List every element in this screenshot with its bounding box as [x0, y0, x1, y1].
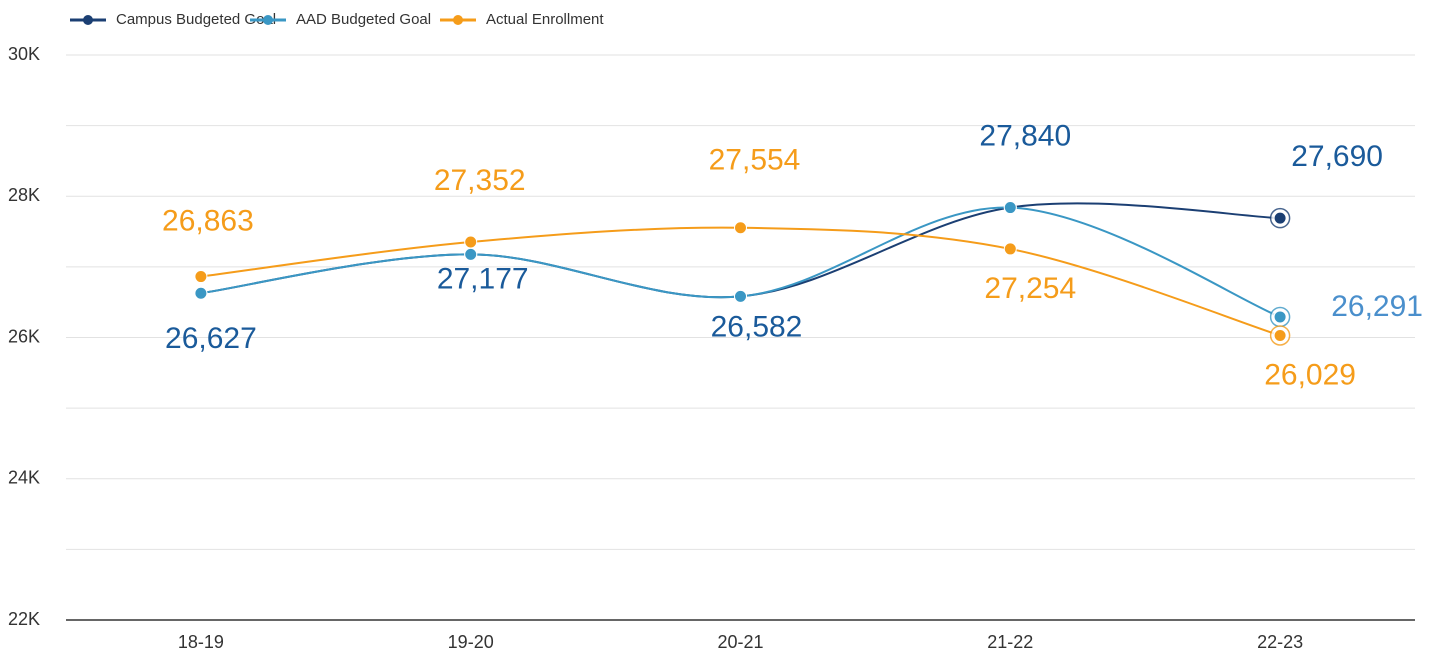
data-label: 26,582 — [711, 310, 803, 343]
data-label: 27,840 — [979, 119, 1071, 152]
data-point — [734, 221, 747, 235]
data-point — [1273, 310, 1287, 324]
data-label: 27,352 — [434, 164, 526, 197]
x-tick-label: 21-22 — [987, 632, 1033, 652]
legend-label: AAD Budgeted Goal — [296, 11, 431, 28]
data-point — [734, 289, 747, 303]
legend-label: Campus Budgeted Goal — [116, 11, 276, 28]
y-tick-label: 22K — [8, 609, 40, 629]
legend-label: Actual Enrollment — [486, 11, 604, 28]
data-label: 26,863 — [162, 204, 254, 237]
data-point — [1003, 201, 1017, 215]
data-point — [1273, 211, 1287, 225]
y-tick-label: 28K — [8, 185, 40, 205]
data-point — [464, 235, 478, 249]
data-label: 27,254 — [984, 272, 1076, 305]
y-tick-label: 26K — [8, 326, 40, 346]
data-label: 26,627 — [165, 322, 257, 355]
data-point — [1003, 242, 1017, 256]
series-line — [200, 202, 1281, 299]
x-tick-label: 22-23 — [1257, 632, 1303, 652]
data-point — [1273, 328, 1287, 342]
x-tick-label: 20-21 — [717, 632, 763, 652]
data-label: 27,554 — [709, 144, 801, 177]
data-point — [194, 286, 208, 300]
x-tick-label: 18-19 — [178, 632, 224, 652]
legend-marker — [83, 15, 93, 25]
legend-marker — [263, 15, 273, 25]
data-label: 27,177 — [437, 262, 529, 295]
legend-marker — [453, 15, 463, 25]
data-point — [464, 247, 478, 261]
data-label: 26,029 — [1264, 358, 1356, 391]
data-label: 27,690 — [1291, 140, 1383, 173]
data-label: 26,291 — [1331, 290, 1423, 323]
x-tick-label: 19-20 — [448, 632, 494, 652]
data-point — [194, 270, 208, 284]
y-tick-label: 30K — [8, 44, 40, 64]
y-tick-label: 24K — [8, 468, 40, 488]
